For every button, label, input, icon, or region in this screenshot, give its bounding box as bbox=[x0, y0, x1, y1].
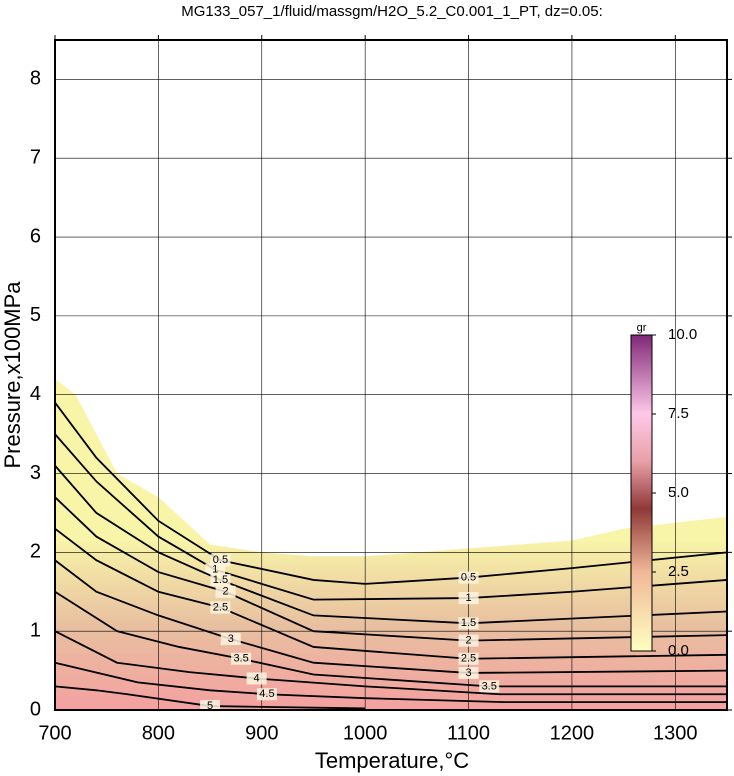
contour-label-bg bbox=[458, 652, 479, 665]
contour-label: 1.5 bbox=[461, 617, 476, 629]
contour-label-bg bbox=[215, 585, 236, 598]
x-tick-label: 700 bbox=[38, 722, 71, 744]
contour-label-bg bbox=[220, 633, 241, 646]
contour-label-bg bbox=[458, 634, 479, 647]
contour-label-bg bbox=[210, 601, 231, 614]
contour-label-bg bbox=[246, 672, 267, 685]
x-axis-label: Temperature,°C bbox=[315, 748, 469, 773]
contour-label-bg bbox=[210, 554, 231, 567]
contour-label: 1 bbox=[212, 564, 218, 576]
contour-label: 5 bbox=[207, 700, 213, 712]
contour-label-bg bbox=[458, 592, 479, 605]
contour-label-bg bbox=[458, 571, 479, 584]
contour-label: 2 bbox=[465, 635, 471, 647]
colorbar-tick-label: 2.5 bbox=[668, 563, 689, 580]
contour-label-bg bbox=[231, 652, 252, 665]
x-tick-label: 1300 bbox=[653, 722, 698, 744]
contour-label-bg bbox=[479, 680, 500, 693]
y-tick-label: 1 bbox=[30, 619, 41, 641]
colorbar bbox=[630, 334, 653, 652]
contour-label: 1.5 bbox=[213, 574, 228, 586]
contour-label-bg bbox=[205, 563, 226, 576]
contour-label: 3 bbox=[465, 667, 471, 679]
contour-label: 0.5 bbox=[213, 554, 228, 566]
contour-label: 3.5 bbox=[233, 653, 248, 665]
y-tick-label: 7 bbox=[30, 147, 41, 169]
x-tick-label: 800 bbox=[142, 722, 175, 744]
colorbar-tick-label: 7.5 bbox=[668, 405, 689, 422]
y-tick-label: 3 bbox=[30, 462, 41, 484]
colorbar-tick-label: 5.0 bbox=[668, 484, 689, 501]
contour-label: 3 bbox=[228, 633, 234, 645]
contour-label: 4.5 bbox=[259, 688, 274, 700]
contour-label: 2.5 bbox=[213, 601, 228, 613]
y-tick-label: 5 bbox=[30, 304, 41, 326]
y-tick-label: 6 bbox=[30, 225, 41, 247]
colorbar-tick-label: 0.0 bbox=[668, 642, 689, 659]
contour-label-bg bbox=[458, 617, 479, 630]
contour-label: 3.5 bbox=[482, 680, 497, 692]
contour-label: 2 bbox=[223, 586, 229, 598]
chart-title: MG133_057_1/fluid/massgm/H2O_5.2_C0.001_… bbox=[181, 3, 603, 20]
contour-line bbox=[54, 433, 728, 601]
y-tick-label: 2 bbox=[30, 541, 41, 563]
y-axis-label: Pressure,x100MPa bbox=[0, 281, 25, 469]
contour-line bbox=[54, 402, 728, 585]
colorbar-tick-label: 10.0 bbox=[668, 326, 697, 343]
plot-frame bbox=[54, 39, 728, 711]
y-tick-label: 0 bbox=[30, 698, 41, 720]
contour-label-bg bbox=[256, 688, 277, 701]
contour-label: 0.5 bbox=[461, 571, 476, 583]
y-tick-label: 8 bbox=[30, 68, 41, 90]
contour-label: 2.5 bbox=[461, 653, 476, 665]
contour-label: 4 bbox=[254, 672, 260, 684]
contour-label-bg bbox=[210, 573, 231, 586]
field-area bbox=[55, 378, 727, 710]
x-tick-label: 1200 bbox=[550, 722, 595, 744]
contour-label-bg bbox=[458, 666, 479, 679]
y-tick-label: 4 bbox=[30, 383, 41, 405]
x-tick-label: 900 bbox=[245, 722, 278, 744]
x-tick-label: 1000 bbox=[343, 722, 388, 744]
colorbar-label: gr bbox=[637, 322, 647, 334]
contour-label: 1 bbox=[465, 592, 471, 604]
contour-line bbox=[54, 685, 366, 710]
x-tick-label: 1100 bbox=[447, 722, 490, 744]
